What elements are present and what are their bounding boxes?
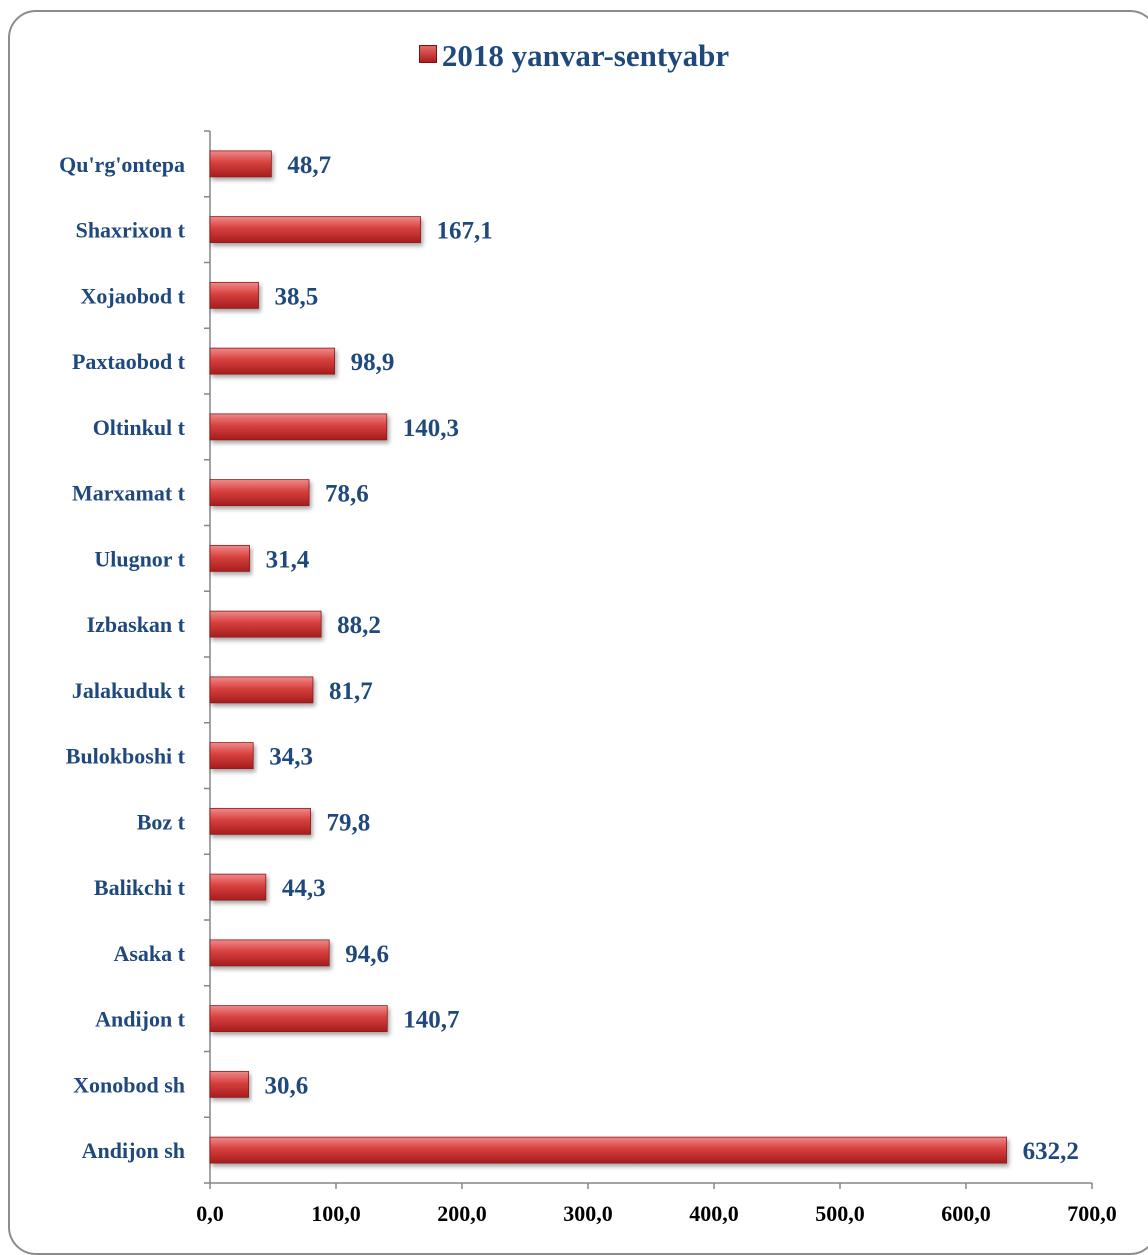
value-label: 98,9: [351, 349, 395, 376]
category-label: Andijon t: [95, 1007, 186, 1032]
bar: [209, 1005, 388, 1033]
bar: [209, 873, 267, 901]
bar: [209, 281, 259, 309]
bar: [209, 413, 388, 441]
value-label: 81,7: [329, 678, 373, 705]
legend-swatch: [418, 45, 437, 63]
bar: [209, 347, 336, 375]
value-label: 44,3: [282, 875, 326, 902]
bar: [209, 676, 314, 704]
category-label: Balikchi t: [94, 875, 186, 900]
category-label: Izbaskan t: [87, 612, 186, 637]
category-label: Jalakuduk t: [72, 678, 186, 703]
bar: [209, 1070, 249, 1098]
bar: [209, 807, 311, 835]
bar: [209, 610, 322, 638]
value-label: 632,2: [1023, 1138, 1079, 1165]
x-tick-label: 600,0: [941, 1201, 991, 1226]
bar: [209, 479, 310, 507]
value-label: 78,6: [325, 481, 369, 508]
value-label: 34,3: [269, 744, 313, 771]
category-label: Qu'rg'ontepa: [59, 152, 185, 177]
category-label: Ulugnor t: [94, 546, 185, 571]
category-label: Andijon sh: [82, 1138, 185, 1163]
bar: [209, 742, 254, 770]
x-tick-label: 200,0: [437, 1201, 487, 1226]
bar: [209, 1136, 1007, 1164]
category-label: Boz t: [137, 809, 186, 834]
category-label: Asaka t: [113, 941, 185, 966]
category-label: Paxtaobod t: [72, 349, 186, 374]
bar: [209, 544, 250, 572]
bars: [209, 150, 1007, 1164]
x-tick-label: 0,0: [196, 1201, 224, 1226]
value-label: 140,3: [403, 415, 459, 442]
bar: [209, 939, 330, 967]
value-label: 31,4: [266, 546, 310, 573]
category-label: Shaxrixon t: [76, 218, 186, 243]
value-label: 48,7: [287, 152, 331, 179]
legend-label: 2018 yanvar-sentyabr: [441, 38, 730, 73]
value-label: 79,8: [327, 809, 371, 836]
category-label: Oltinkul t: [93, 415, 186, 440]
category-label: Bulokboshi t: [66, 744, 186, 769]
bar: [209, 216, 421, 244]
x-tick-label: 700,0: [1067, 1201, 1117, 1226]
legend: 2018 yanvar-sentyabr: [0, 38, 1148, 74]
x-tick-label: 300,0: [563, 1201, 613, 1226]
value-label: 38,5: [275, 283, 319, 310]
x-tick-label: 400,0: [689, 1201, 739, 1226]
value-label: 88,2: [337, 612, 381, 639]
value-label: 30,6: [265, 1072, 309, 1099]
x-tick-label: 500,0: [815, 1201, 865, 1226]
x-tick-label: 100,0: [311, 1201, 361, 1226]
chart-frame: [8, 10, 1148, 1255]
labels: 0,0 100,0 200,0 300,0 400,0 500,0 600,0 700,0 An…: [59, 152, 1117, 1226]
value-label: 167,1: [437, 218, 493, 245]
bar: [209, 150, 272, 178]
value-label: 94,6: [345, 941, 389, 968]
category-label: Xonobod sh: [73, 1072, 185, 1097]
value-label: 140,7: [403, 1007, 459, 1034]
category-label: Marxamat t: [72, 481, 186, 506]
category-label: Xojaobod t: [80, 283, 185, 308]
